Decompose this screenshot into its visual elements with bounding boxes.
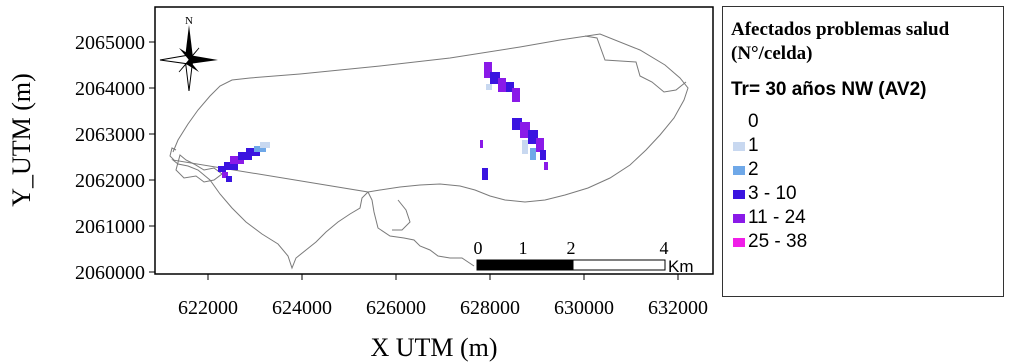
affected-cell [482, 168, 488, 180]
outline-river-mouth [171, 159, 370, 270]
affected-cell [540, 150, 546, 160]
affected-cell [512, 88, 520, 102]
outline-breakwater [169, 147, 177, 161]
legend-swatch [733, 165, 745, 175]
legend-swatch [733, 237, 745, 247]
outline-north-boundary [172, 33, 689, 203]
affected-cell [520, 122, 530, 138]
x-axis: 622000 624000 626000 628000 630000 63200… [178, 274, 708, 362]
affected-cell [246, 148, 260, 156]
legend-item-label: 3 - 10 [748, 183, 797, 204]
affected-cell [522, 140, 528, 154]
affected-cell [238, 152, 252, 160]
affected-cell [528, 130, 538, 144]
legend-item: 25 - 38 [733, 231, 807, 253]
affected-cells-east [480, 62, 548, 180]
scale-bar: 0 1 2 4 Km [474, 238, 694, 276]
outline-port-structure [175, 154, 223, 183]
affected-cell [506, 82, 514, 92]
scale-label: 1 [519, 238, 528, 258]
north-label: N [185, 15, 193, 27]
legend-item-label: 25 - 38 [748, 231, 808, 252]
legend-item: 3 - 10 [733, 183, 797, 205]
legend-swatch [733, 213, 745, 223]
legend-scenario: Tr= 30 años NW (AV2) [731, 79, 927, 100]
legend-swatch [733, 117, 745, 127]
outline-northeast-edge [584, 35, 687, 93]
affected-cell [484, 62, 492, 78]
outline-estuary-channel [392, 199, 411, 231]
affected-cell [544, 162, 548, 170]
y-tick-label: 2060000 [75, 262, 145, 284]
affected-cell [480, 140, 483, 148]
affected-cell [490, 72, 500, 84]
legend-item: 11 - 24 [733, 207, 806, 229]
legend-item-label: 2 [748, 159, 759, 180]
legend: Afectados problemas salud (N°/celda) Tr=… [722, 6, 1004, 297]
affected-cell [486, 84, 492, 90]
scale-label: 2 [567, 238, 576, 258]
legend-swatch [733, 141, 745, 151]
y-tick-label: 2065000 [75, 32, 145, 54]
legend-item: 1 [733, 135, 759, 157]
legend-item-label: 0 [748, 111, 759, 132]
scale-label: 0 [474, 238, 483, 258]
y-axis-title: Y_UTM (m) [7, 73, 36, 207]
affected-cell [512, 118, 522, 130]
x-tick-label: 628000 [460, 297, 520, 319]
affected-cell [230, 156, 244, 164]
legend-item: 0 [733, 111, 759, 133]
outline-south-coast [367, 191, 475, 267]
legend-item: 2 [733, 159, 759, 181]
affected-cell [530, 148, 536, 160]
scale-bar-segment-light [572, 259, 666, 271]
legend-swatch [733, 189, 745, 199]
affected-cell [536, 138, 544, 152]
map-frame [154, 6, 714, 275]
scale-label: 4 [660, 238, 669, 258]
legend-item-label: 1 [748, 135, 759, 156]
legend-units: (N°/celda) [731, 43, 813, 64]
scale-unit: Km [668, 257, 694, 276]
x-tick-label: 626000 [366, 297, 426, 319]
y-tick-label: 2064000 [75, 78, 145, 100]
x-tick-label: 624000 [272, 297, 332, 319]
y-tick-label: 2062000 [75, 170, 145, 192]
affected-cell [498, 78, 506, 92]
affected-cell [226, 176, 232, 182]
affected-cells-west [218, 142, 270, 182]
x-tick-label: 632000 [648, 297, 708, 319]
north-arrow-icon: N [159, 15, 218, 92]
x-tick-label: 630000 [554, 297, 614, 319]
legend-item-label: 11 - 24 [748, 207, 806, 228]
affected-cell [224, 162, 238, 170]
study-area-outline [169, 33, 689, 270]
affected-cell [260, 142, 270, 148]
affected-cell [222, 172, 228, 178]
affected-cell [218, 166, 226, 172]
legend-title: Afectados problemas salud [731, 19, 950, 40]
scale-bar-segment-dark [476, 259, 574, 271]
affected-cell [254, 146, 266, 152]
y-tick-label: 2061000 [75, 216, 145, 238]
x-axis-title: X UTM (m) [370, 333, 497, 362]
x-tick-label: 622000 [178, 297, 238, 319]
y-tick-label: 2063000 [75, 124, 145, 146]
y-axis: 2065000 2064000 2063000 2062000 2061000 … [7, 32, 155, 284]
